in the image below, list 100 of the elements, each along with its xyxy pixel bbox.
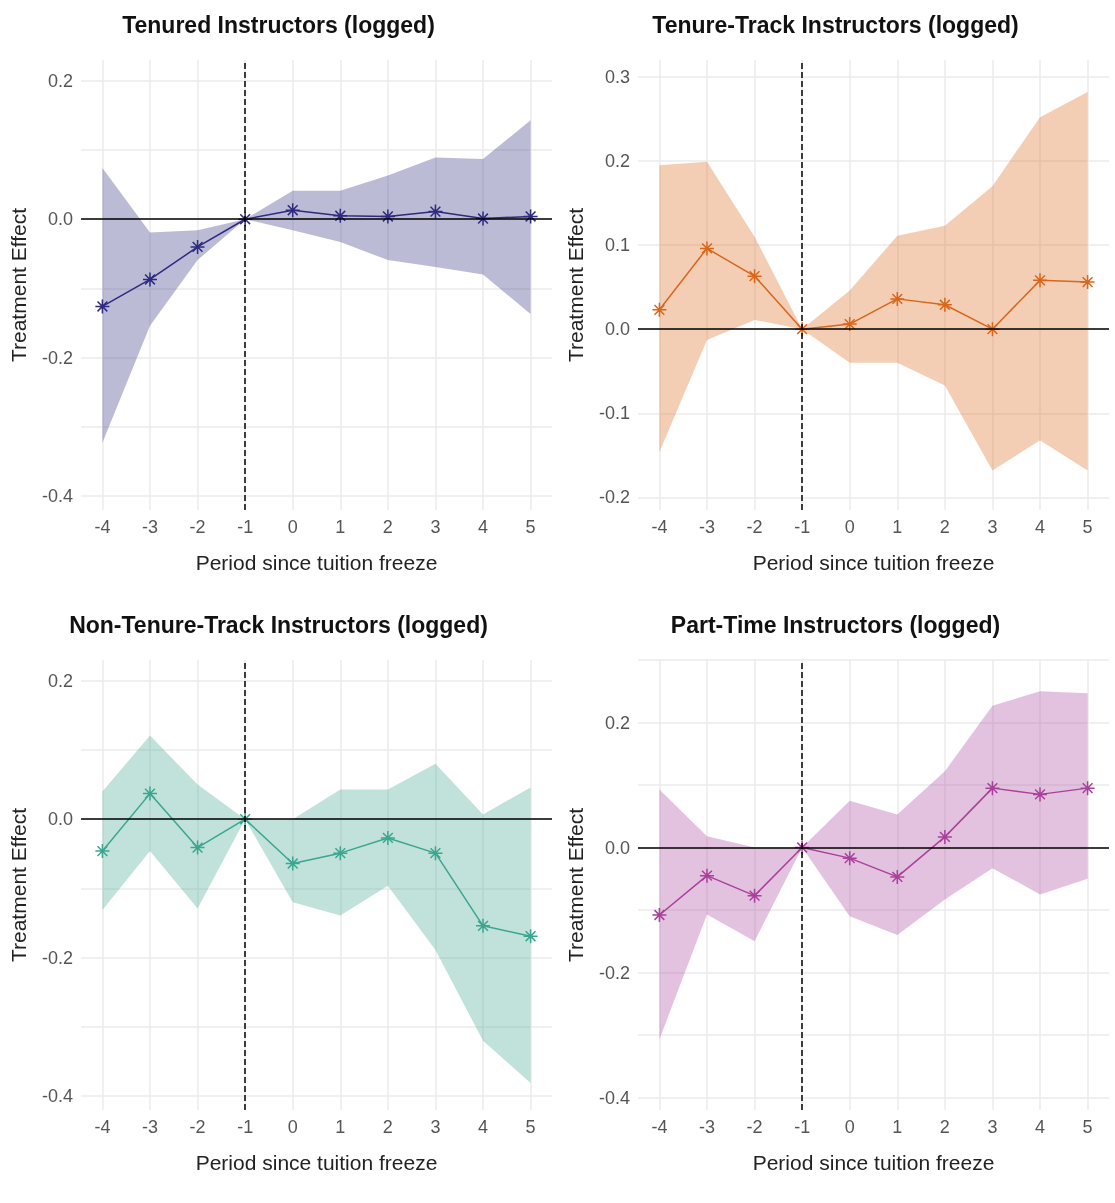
x-tick-label: -3 (141, 1117, 158, 1137)
chart-title: Tenure-Track Instructors (logged) (652, 11, 1019, 38)
x-tick-label: -4 (651, 517, 668, 537)
y-tick-label: 0.0 (47, 809, 73, 830)
x-tick-label: 2 (382, 517, 393, 537)
point (237, 211, 253, 227)
point (841, 316, 858, 332)
point (651, 907, 668, 923)
chart-title: Non-Tenure-Track Instructors (logged) (69, 611, 488, 638)
point (380, 830, 396, 846)
point (984, 321, 1001, 337)
point (889, 291, 906, 307)
point (699, 240, 715, 257)
x-tick-label: 2 (939, 517, 950, 537)
x-tick-label: -3 (141, 517, 158, 537)
y-tick-label: 0.3 (604, 66, 630, 87)
point (284, 855, 301, 872)
x-tick-label: -2 (746, 517, 763, 537)
point (237, 811, 253, 827)
y-tick-label: 0.2 (604, 150, 630, 171)
x-tick-label: 1 (335, 517, 346, 537)
x-tick-label: -4 (94, 517, 111, 537)
point (1079, 274, 1096, 290)
x-tick-label: -1 (237, 517, 254, 537)
x-tick-label: 1 (892, 517, 903, 537)
x-tick-label: 4 (1035, 1117, 1046, 1137)
x-tick-label: 4 (1035, 517, 1046, 537)
x-tick-label: 2 (939, 1117, 950, 1137)
point (475, 210, 491, 227)
x-tick-label: 0 (287, 517, 298, 537)
point (94, 298, 111, 315)
point (937, 297, 953, 313)
x-tick-label: -1 (237, 1117, 254, 1137)
x-tick-label: 1 (892, 1117, 903, 1137)
x-tick-label: 4 (478, 517, 489, 537)
point (746, 268, 763, 284)
point (189, 239, 206, 255)
x-tick-label: 4 (478, 1117, 489, 1137)
x-tick-label: 3 (430, 1117, 441, 1137)
point (189, 839, 206, 856)
chart-title: Tenured Instructors (logged) (122, 11, 435, 38)
chart-title: Part-Time Instructors (logged) (670, 611, 1001, 638)
y-tick-label: 0.1 (604, 235, 630, 256)
point (1032, 272, 1048, 289)
point (380, 208, 396, 225)
x-tick-label: -3 (698, 517, 715, 537)
y-axis-title: Treatment Effect (564, 207, 587, 363)
x-tick-label: -1 (794, 517, 811, 537)
point (1032, 786, 1048, 803)
x-tick-label: 3 (430, 517, 441, 537)
x-tick-label: 3 (987, 517, 998, 537)
x-tick-label: -4 (651, 1117, 668, 1137)
point (142, 271, 158, 288)
x-tick-label: 5 (525, 1117, 536, 1137)
y-tick-label: 0.2 (47, 70, 73, 91)
x-tick-label: 1 (335, 1117, 346, 1137)
x-tick-label: 2 (382, 1117, 393, 1137)
point (937, 829, 953, 845)
x-tick-label: 0 (287, 1117, 298, 1137)
point (794, 839, 810, 856)
point (284, 202, 301, 218)
x-tick-label: -2 (746, 1117, 763, 1137)
x-tick-label: 5 (1082, 1117, 1093, 1137)
x-axis-title: Period since tuition freeze (195, 1151, 438, 1174)
point (427, 845, 444, 861)
point (332, 845, 349, 861)
y-tick-label: 0.0 (604, 319, 630, 340)
x-tick-label: 0 (844, 1117, 855, 1137)
y-tick-label: -0.2 (598, 962, 630, 983)
x-tick-label: -2 (189, 1117, 206, 1137)
x-tick-label: 3 (987, 1117, 998, 1137)
y-tick-label: -0.4 (41, 486, 73, 507)
point (522, 928, 539, 944)
y-tick-label: -0.1 (598, 403, 630, 424)
x-tick-label: -3 (698, 1117, 715, 1137)
y-axis-title: Treatment Effect (7, 807, 30, 963)
point (94, 843, 111, 859)
y-axis-title: Treatment Effect (7, 207, 30, 363)
point (651, 302, 668, 318)
point (522, 208, 539, 225)
y-tick-label: -0.4 (41, 1086, 73, 1107)
x-axis-title: Period since tuition freeze (195, 551, 438, 574)
point (332, 208, 349, 224)
y-tick-label: -0.2 (598, 487, 630, 508)
y-tick-label: -0.2 (41, 347, 73, 368)
point (746, 887, 763, 904)
y-tick-label: -0.2 (41, 947, 73, 968)
x-axis-title: Period since tuition freeze (752, 551, 995, 574)
point (841, 850, 858, 866)
x-axis-title: Period since tuition freeze (752, 1151, 995, 1174)
point (889, 869, 906, 885)
y-axis-title: Treatment Effect (564, 807, 587, 963)
point (1079, 780, 1096, 796)
point (475, 918, 491, 934)
x-tick-label: 5 (525, 517, 536, 537)
y-tick-label: -0.4 (598, 1087, 630, 1108)
point (142, 785, 158, 802)
x-tick-label: -2 (189, 517, 206, 537)
y-tick-label: 0.2 (604, 712, 630, 733)
x-tick-label: 0 (844, 517, 855, 537)
